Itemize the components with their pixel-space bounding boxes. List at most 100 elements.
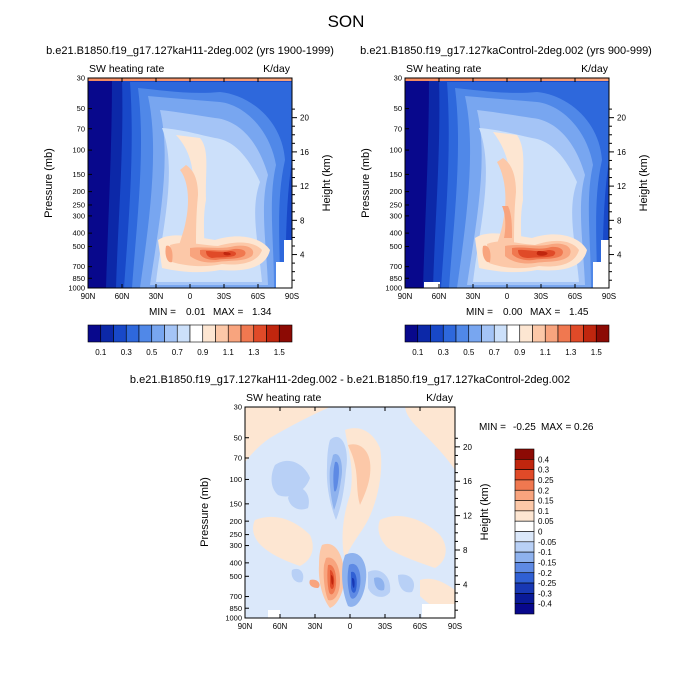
- panel-h11-y-tick-label: 850: [72, 274, 85, 283]
- panel-difference-y-axis-right: 20 16 12 8 4: [455, 437, 472, 611]
- panel-h11-y-tick-label: 200: [72, 187, 85, 196]
- panel-h11-colorbar-bin: [151, 324, 165, 343]
- panel-h11-min-label: MIN =: [149, 307, 176, 318]
- panel-difference-y-tick-label: 500: [229, 572, 242, 581]
- panel-h11-colorbar-bin: [278, 324, 293, 343]
- panel-difference-colorbar-bin: [514, 603, 535, 615]
- panel-difference-y-tick-label: 850: [229, 604, 242, 613]
- panel-h11-colorbar-label: 0.3: [121, 348, 133, 357]
- panel-h11-x-axis: 90N 60N 30N 0 30S 60S 90S: [81, 78, 299, 301]
- panel-difference-colorbar-label: -0.15: [538, 558, 557, 567]
- panel-control-colorbar-bin: [481, 324, 495, 343]
- panel-h11-x-tick-label: 60S: [251, 292, 265, 301]
- panel-h11-stats: MIN = 0.01 MAX = 1.34: [149, 307, 272, 318]
- panel-h11-colorbar-bin: [215, 324, 229, 343]
- panel-h11-x-tick-label: 90N: [81, 292, 96, 301]
- panel-h11-colorbar-bin: [227, 324, 242, 343]
- panel-control-colorbar-bin: [557, 324, 572, 343]
- panel-h11-colorbar-bin: [189, 324, 204, 343]
- panel-control-ylabel-right: Height (km): [638, 155, 650, 212]
- panel-control-y-tick-label: 200: [389, 187, 402, 196]
- panel-difference-y-tick-label: 250: [229, 530, 242, 539]
- panel-difference-height-tick-label: 20: [463, 443, 472, 452]
- panel-control-height-tick-label: 4: [617, 251, 622, 260]
- panel-h11-y-tick-label: 30: [77, 74, 85, 83]
- panel-difference-y-tick-label: 100: [229, 475, 242, 484]
- panel-control-colorbar-label: 1.5: [591, 348, 603, 357]
- panel-difference-colorbar-bin: [514, 520, 535, 532]
- panel-control-y-tick-label: 50: [394, 104, 402, 113]
- panel-difference-title: b.e21.B1850.f19_g17.127kaH11-2deg.002 - …: [130, 374, 570, 386]
- panel-difference-x-tick-label: 90N: [238, 622, 253, 631]
- panel-h11-max-label: MAX =: [213, 307, 243, 318]
- panel-difference-colorbar-bin: [514, 541, 535, 553]
- panel-difference-colorbar-label: -0.1: [538, 548, 552, 557]
- panel-h11-colorbar-bin: [176, 324, 191, 343]
- panel-control-colorbar-bin: [506, 324, 521, 343]
- panel-h11-colorbar-bin: [138, 324, 153, 343]
- panel-difference-y-tick-label: 150: [229, 499, 242, 508]
- panel-control-colorbar-label: 0.1: [412, 348, 424, 357]
- panel-h11-colorbar-bin: [240, 324, 255, 343]
- panel-control-x-tick-label: 90N: [398, 292, 413, 301]
- panel-h11-x-tick-label: 30S: [217, 292, 231, 301]
- panel-h11-title: b.e21.B1850.f19_g17.127kaH11-2deg.002 (y…: [46, 45, 334, 57]
- panel-control-stats: MIN = 0.00 MAX = 1.45: [466, 307, 589, 318]
- panel-h11-height-tick-label: 20: [300, 114, 309, 123]
- panel-control-colorbar-bin: [595, 324, 610, 343]
- panel-difference-colorbar-bin: [514, 489, 535, 501]
- panel-difference: b.e21.B1850.f19_g17.127kaH11-2deg.002 - …: [130, 374, 594, 631]
- panel-control-x-axis: 90N 60N 30N 0 30S 60S 90S: [398, 78, 616, 301]
- panel-control-y-tick-label: 300: [389, 211, 402, 220]
- panel-control-colorbar-label: 0.3: [438, 348, 450, 357]
- panel-difference-colorbar-label: 0: [538, 528, 543, 537]
- panel-control-y-tick-label: 100: [389, 146, 402, 155]
- panel-difference-y-tick-label: 1000: [225, 614, 242, 623]
- panel-difference-units-label: K/day: [426, 392, 454, 404]
- panel-difference-height-tick-label: 12: [463, 512, 472, 521]
- panel-h11-field: [88, 78, 292, 288]
- panel-control-title: b.e21.B1850.f19_g17.127kaControl-2deg.00…: [360, 45, 652, 57]
- panel-h11-x-tick-label: 60N: [115, 292, 130, 301]
- panel-control-y-tick-label: 30: [394, 74, 402, 83]
- panel-control-y-tick-label: 1000: [385, 284, 402, 293]
- panel-control-height-tick-label: 16: [617, 148, 626, 157]
- panel-h11-colorbar-bin: [253, 324, 267, 343]
- panel-h11-colorbar-label: 0.5: [146, 348, 158, 357]
- panel-h11-max-value: 1.34: [252, 307, 272, 318]
- panel-difference-colorbar-bin: [514, 500, 535, 512]
- panel-control-colorbar-label: 1.3: [565, 348, 577, 357]
- panel-control-x-tick-label: 60N: [432, 292, 447, 301]
- panel-h11-colorbar-bin: [100, 324, 114, 343]
- panel-h11-x-tick-label: 0: [188, 292, 193, 301]
- panel-difference-y-tick-label: 300: [229, 541, 242, 550]
- panel-h11-y-tick-label: 300: [72, 211, 85, 220]
- panel-h11-y-tick-label: 50: [77, 104, 85, 113]
- panel-control-height-tick-label: 20: [617, 114, 626, 123]
- panel-control-field: [405, 78, 609, 288]
- panel-h11-y-tick-label: 700: [72, 262, 85, 271]
- panel-h11-colorbar-bin: [87, 324, 102, 343]
- panel-h11-height-tick-label: 4: [300, 251, 305, 260]
- panel-h11-colorbar-label: 0.7: [172, 348, 184, 357]
- panel-h11-colorbar-bin: [125, 324, 140, 343]
- panel-control-x-tick-label: 60S: [568, 292, 582, 301]
- panel-difference-colorbar-label: 0.2: [538, 486, 550, 495]
- panel-control-ylabel: Pressure (mb): [360, 148, 372, 218]
- panel-difference-colorbar-label: 0.1: [538, 507, 550, 516]
- panel-control-y-tick-label: 500: [389, 242, 402, 251]
- panel-control-x-tick-label: 30N: [466, 292, 481, 301]
- panel-control-height-tick-label: 12: [617, 182, 626, 191]
- panel-control-colorbar-bin: [583, 324, 597, 343]
- panel-control-x-tick-label: 0: [505, 292, 510, 301]
- panel-difference-colorbar-bin: [514, 593, 535, 604]
- panel-h11-colorbar-bin: [202, 324, 216, 343]
- panel-control-colorbar-bin: [493, 324, 508, 343]
- panel-control-colorbar-bin: [468, 324, 482, 343]
- panel-difference-field: [245, 407, 455, 618]
- panel-difference-y-tick-label: 70: [234, 454, 242, 463]
- panel-h11-colorbar-label: 1.1: [223, 348, 235, 357]
- panel-h11-min-value: 0.01: [186, 307, 206, 318]
